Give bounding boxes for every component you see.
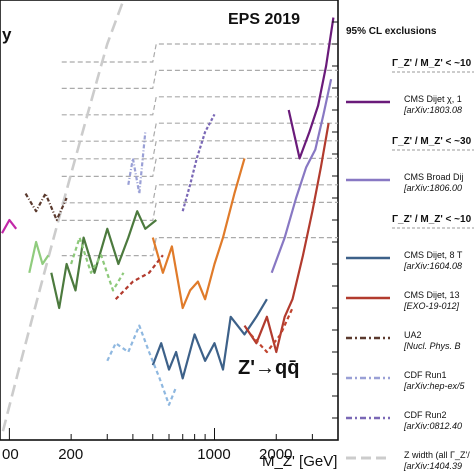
legend-entry-ref: [arXiv:1803.08	[403, 105, 462, 115]
z-width-curve	[1, 0, 125, 432]
legend-entry-ref: [Nucl. Phys. B	[403, 341, 461, 351]
legend-group-header: Γ_Z' / M_Z' < ~10	[392, 214, 472, 225]
legend-entry-name: CMS Dijet, 13	[404, 290, 460, 300]
series-line-13	[1, 218, 18, 234]
legend-entry-ref: [arXiv:1806.00	[403, 183, 462, 193]
legend-entry-ref: [arXiv:1404.39	[403, 461, 462, 471]
series-line-5	[50, 210, 157, 310]
series-line-14	[28, 240, 50, 274]
series-line-10	[106, 324, 178, 406]
chart-title: EPS 2019	[228, 11, 300, 28]
legend-entry-name: CDF Run2	[404, 410, 447, 420]
width-reference-line	[61, 157, 338, 177]
width-reference-line	[61, 201, 338, 221]
axis-ticks	[8, 21, 338, 440]
z-width-line	[1, 0, 125, 432]
width-reference-line	[61, 69, 338, 89]
x-tick-label: 2000	[259, 446, 292, 463]
series-line-6	[70, 236, 125, 292]
legend-entry-name: CMS Dijet χ, 1	[404, 94, 462, 104]
width-reference-line	[61, 96, 338, 116]
x-tick-label: 1000	[197, 446, 230, 463]
width-reference-line	[61, 122, 338, 142]
legend-entry-name: CMS Dijet, 8 T	[404, 250, 463, 260]
legend-entry-ref: [EXO-19-012]	[403, 301, 460, 311]
legend-entry-name: UA2	[404, 330, 422, 340]
x-tick-label: 200	[58, 446, 83, 463]
series-line-4	[151, 158, 246, 310]
legend-entry-name: CMS Broad Dij	[404, 172, 464, 182]
legend-entry-ref: [arXiv:hep-ex/5	[403, 381, 466, 391]
process-label: Z'→qq̄	[238, 357, 299, 379]
series-line-2	[151, 298, 268, 380]
legend-entry-name: Z width (all Γ_Z'/	[404, 450, 470, 460]
x-tick-labels: 00 200 1000 2000	[2, 446, 292, 463]
legend-entry-ref: [arXiv:1604.08	[403, 261, 462, 271]
legend-group-header: Γ_Z' / M_Z' < ~30	[392, 136, 472, 147]
series-line-0	[287, 17, 335, 160]
legend-entry-name: CDF Run1	[404, 370, 447, 380]
legend: 95% CL exclusions Γ_Z' / M_Z' < ~10 CMS D…	[346, 26, 474, 471]
width-reference-line	[61, 43, 338, 63]
series-layer	[1, 17, 335, 406]
series-line-9	[181, 113, 216, 212]
x-tick-label: 00	[2, 446, 19, 463]
legend-entry-ref: [arXiv:0812.40	[403, 421, 462, 431]
width-reference-line	[61, 140, 338, 160]
legend-group-header: Γ_Z' / M_Z' < ~10	[392, 58, 472, 69]
series-line-1	[270, 78, 333, 274]
series-line-3	[243, 123, 330, 354]
width-reference-line	[61, 184, 338, 204]
series-line-8	[127, 131, 147, 195]
x-axis-label: M_Z' [GeV]	[262, 453, 337, 470]
y-axis-label-fragment: y	[2, 25, 12, 44]
legend-title: 95% CL exclusions	[346, 26, 437, 37]
series-line-12	[249, 307, 294, 354]
series-line-11	[114, 254, 164, 300]
